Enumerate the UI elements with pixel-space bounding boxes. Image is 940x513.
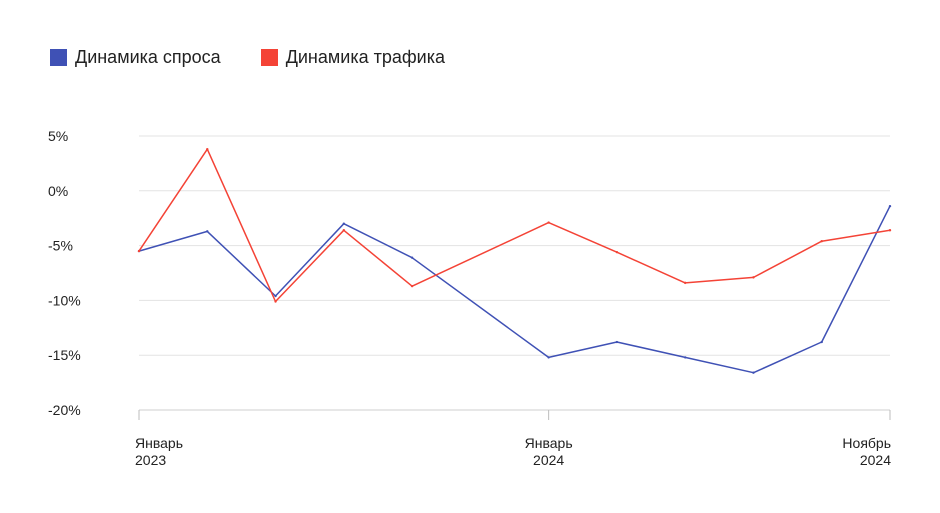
- y-tick-label: -15%: [48, 347, 81, 363]
- grid: [139, 135, 890, 411]
- series-line-0: [138, 205, 891, 374]
- y-tick-label: 5%: [48, 128, 68, 144]
- data-point-s0-9[interactable]: [820, 340, 823, 344]
- data-point-s0-3[interactable]: [342, 222, 346, 225]
- y-tick-label: -10%: [48, 292, 81, 308]
- x-tick-label-year: 2024: [533, 452, 564, 468]
- data-point-s1-1[interactable]: [206, 147, 209, 151]
- data-point-s1-4[interactable]: [410, 284, 414, 288]
- data-point-s0-1[interactable]: [206, 230, 209, 233]
- data-point-s0-5[interactable]: [547, 356, 550, 359]
- data-point-s1-5[interactable]: [547, 221, 550, 224]
- data-point-s1-0[interactable]: [137, 249, 141, 253]
- data-point-s0-4[interactable]: [410, 256, 414, 259]
- x-tick-label: Январь: [135, 435, 183, 451]
- y-tick-label: -20%: [48, 402, 81, 418]
- data-point-s0-8[interactable]: [752, 371, 755, 374]
- data-point-s1-6[interactable]: [615, 250, 619, 254]
- x-tick-label: Январь: [525, 435, 573, 451]
- legend-item-traffic[interactable]: Динамика трафика: [260, 47, 446, 68]
- y-tick-label: -5%: [48, 238, 73, 254]
- legend-swatch-demand: [50, 49, 67, 66]
- data-point-s1-7[interactable]: [683, 281, 687, 285]
- series-line-1: [138, 148, 891, 303]
- legend-label-traffic: Динамика трафика: [285, 47, 446, 67]
- data-point-s1-10[interactable]: [888, 229, 892, 232]
- data-point-s1-2[interactable]: [274, 300, 277, 303]
- data-point-s0-7[interactable]: [683, 356, 687, 359]
- y-tick-label: 0%: [48, 183, 68, 199]
- data-point-s0-6[interactable]: [615, 340, 619, 344]
- chart-legend: Динамика спроса Динамика трафика: [50, 47, 445, 68]
- data-point-s0-10[interactable]: [888, 204, 892, 208]
- legend-item-demand[interactable]: Динамика спроса: [50, 47, 221, 68]
- legend-label-demand: Динамика спроса: [75, 47, 221, 67]
- y-axis-ticks: 5% 0% -5% -10% -15% -20%: [48, 128, 81, 418]
- data-point-s1-8[interactable]: [752, 276, 755, 279]
- data-point-s0-2[interactable]: [274, 294, 277, 298]
- x-tick-label-year: 2024: [860, 452, 891, 468]
- series-lines: [137, 147, 892, 374]
- x-tick-label: Ноябрь: [842, 435, 891, 451]
- legend-swatch-traffic: [260, 49, 278, 66]
- x-tick-label-year: 2023: [135, 452, 166, 468]
- data-point-s1-9[interactable]: [820, 240, 823, 243]
- data-point-s1-3[interactable]: [342, 229, 346, 232]
